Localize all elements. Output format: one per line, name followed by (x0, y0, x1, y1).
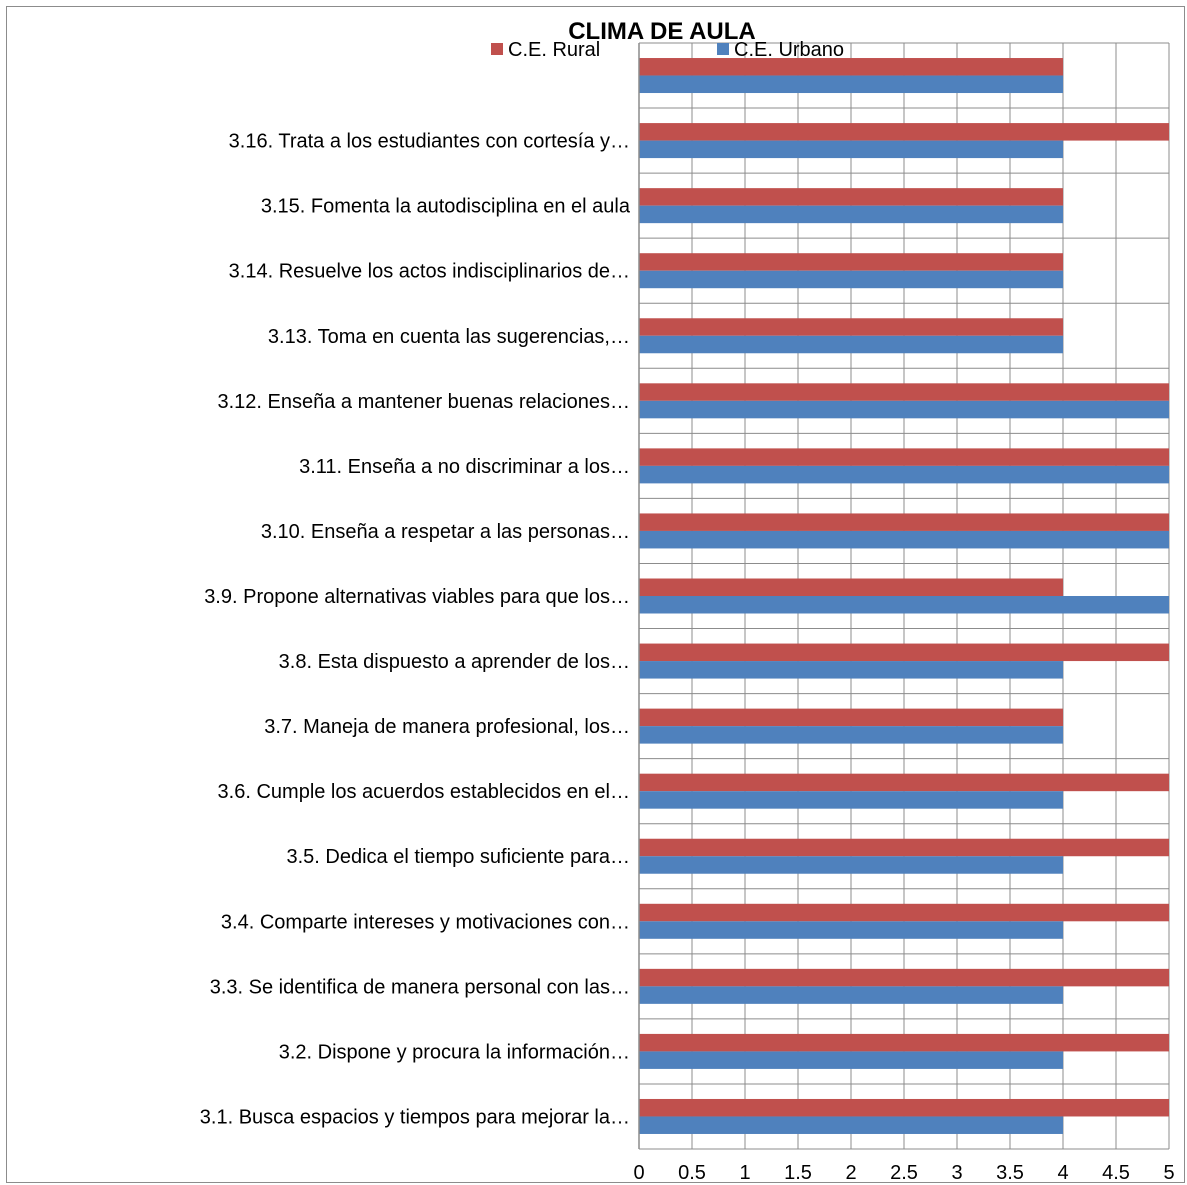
category-label: 3.13. Toma en cuenta las sugerencias,… (268, 326, 630, 348)
bar-rural (639, 1098, 1169, 1117)
legend: C.E. Rural C.E. Urbano (491, 39, 844, 61)
bar-rural (639, 903, 1169, 922)
category-label: 3.4. Comparte intereses y motivaciones c… (221, 911, 630, 933)
bar-rural (639, 708, 1063, 727)
bar-urbano (639, 1116, 1063, 1134)
x-tick-label: 4.5 (1102, 1162, 1130, 1184)
bar-rural (639, 383, 1169, 401)
category-label: 3.6. Cumple los acuerdos establecidos en… (218, 781, 630, 803)
bar-urbano (639, 205, 1063, 224)
bar-rural (639, 123, 1169, 141)
legend-label: C.E. Urbano (734, 39, 844, 61)
x-tick-label: 2 (845, 1162, 856, 1184)
legend-swatch (717, 43, 729, 55)
bar-urbano (639, 335, 1063, 354)
bar-urbano (639, 1051, 1063, 1069)
x-tick-label: 5 (1163, 1162, 1174, 1184)
bar-urbano (639, 791, 1063, 809)
x-tick-label: 3.5 (996, 1162, 1024, 1184)
bar-urbano (639, 596, 1169, 614)
bars (639, 58, 1169, 1134)
x-tick-label: 0.5 (678, 1162, 706, 1184)
category-label: 3.14. Resuelve los actos indisciplinario… (229, 261, 630, 283)
bar-rural (639, 448, 1169, 466)
category-label: 3.15. Fomenta la autodisciplina en el au… (261, 196, 631, 218)
category-label: 3.1. Busca espacios y tiempos para mejor… (200, 1106, 630, 1128)
chart-title: CLIMA DE AULA (568, 18, 756, 45)
bar-urbano (639, 661, 1063, 679)
bar-urbano (639, 465, 1169, 484)
bar-urbano (639, 400, 1169, 419)
x-tick-label: 1 (739, 1162, 750, 1184)
bar-urbano (639, 856, 1063, 874)
bar-urbano (639, 140, 1063, 159)
x-tick-label: 1.5 (784, 1162, 812, 1184)
chart-frame (6, 6, 1185, 1183)
x-tick-label: 4 (1057, 1162, 1068, 1184)
bar-rural (639, 318, 1063, 336)
category-label: 3.9. Propone alternativas viables para q… (204, 586, 630, 608)
category-label: 3.7. Maneja de manera profesional, los… (264, 716, 630, 738)
bar-rural (639, 578, 1063, 596)
x-tick-label: 2.5 (890, 1162, 918, 1184)
category-label: 3.16. Trata a los estudiantes con cortes… (229, 131, 630, 153)
bar-rural (639, 58, 1063, 76)
category-label: 3.5. Dedica el tiempo suficiente para… (286, 846, 630, 868)
category-labels: 3.1. Busca espacios y tiempos para mejor… (200, 131, 631, 1129)
legend-label: C.E. Rural (508, 39, 600, 61)
bar-urbano (639, 726, 1063, 744)
bar-urbano (639, 530, 1169, 549)
bar-urbano (639, 75, 1063, 94)
bar-rural (639, 513, 1169, 531)
bar-urbano (639, 921, 1063, 939)
bar-rural (639, 773, 1169, 792)
legend-swatch (491, 43, 503, 55)
bar-rural (639, 188, 1063, 206)
bar-urbano (639, 270, 1063, 289)
bar-urbano (639, 986, 1063, 1004)
bar-rural (639, 1033, 1169, 1052)
bar-rural (639, 253, 1063, 271)
bar-rural (639, 968, 1169, 987)
category-label: 3.3. Se identifica de manera personal co… (210, 976, 630, 998)
category-label: 3.8. Esta dispuesto a aprender de los… (279, 651, 630, 673)
category-label: 3.2. Dispone y procura la información… (279, 1041, 630, 1063)
x-tick-label: 0 (633, 1162, 644, 1184)
gridlines (639, 42, 1170, 1150)
x-tick-label: 3 (951, 1162, 962, 1184)
bar-rural (639, 643, 1169, 662)
bar-rural (639, 838, 1169, 857)
x-tick-labels: 0 0.5 1 1.5 2 2.5 3 3.5 4 4.5 5 (633, 1162, 1174, 1184)
category-label: 3.11. Enseña a no discriminar a los… (299, 456, 630, 478)
category-label: 3.10. Enseña a respetar a las personas… (261, 521, 630, 543)
category-label: 3.12. Enseña a mantener buenas relacione… (218, 391, 631, 413)
